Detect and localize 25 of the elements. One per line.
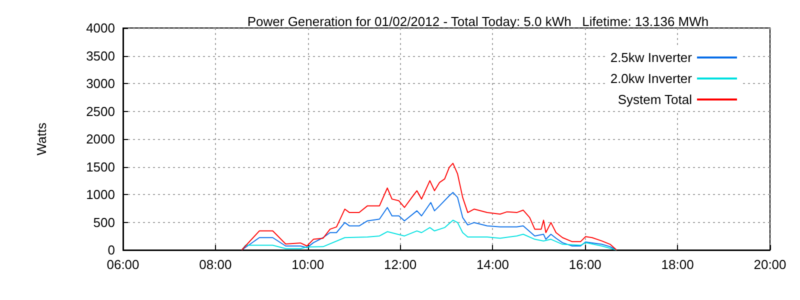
legend-label: 2.5kw Inverter bbox=[610, 50, 693, 65]
x-tick-label: 10:00 bbox=[292, 257, 324, 272]
y-tick-label: 1000 bbox=[86, 187, 115, 202]
x-tick-label: 08:00 bbox=[199, 257, 232, 272]
y-tick-label: 3000 bbox=[86, 76, 115, 91]
y-tick-label: 0 bbox=[108, 242, 115, 258]
line-series bbox=[241, 162, 618, 250]
x-tick-label: 12:00 bbox=[384, 257, 417, 272]
y-tick-label: 2500 bbox=[86, 104, 115, 119]
x-tick-label: 06:00 bbox=[106, 257, 140, 272]
legend-label: System Total bbox=[618, 92, 692, 107]
x-tick-label: 16:00 bbox=[568, 257, 602, 272]
y-tick-label: 1500 bbox=[86, 159, 115, 174]
x-tick-label: 14:00 bbox=[476, 257, 509, 272]
line-series bbox=[241, 220, 618, 250]
y-axis-title: Watts bbox=[34, 122, 49, 156]
x-tick-label: 18:00 bbox=[661, 257, 694, 272]
y-tick-label: 2000 bbox=[86, 132, 115, 146]
y-tick-label: 4000 bbox=[86, 20, 115, 36]
x-tick-label: 20:00 bbox=[754, 257, 786, 272]
y-tick-label: 500 bbox=[93, 214, 115, 230]
legend-label: 2.0kw Inverter bbox=[610, 71, 693, 86]
y-tick-label: 3500 bbox=[86, 48, 115, 64]
line-series bbox=[241, 192, 618, 250]
chart-title: Power Generation for 01/02/2012 - Total Today: 5.0 kWh Lifetime: 13.136 MWh bbox=[247, 14, 709, 29]
